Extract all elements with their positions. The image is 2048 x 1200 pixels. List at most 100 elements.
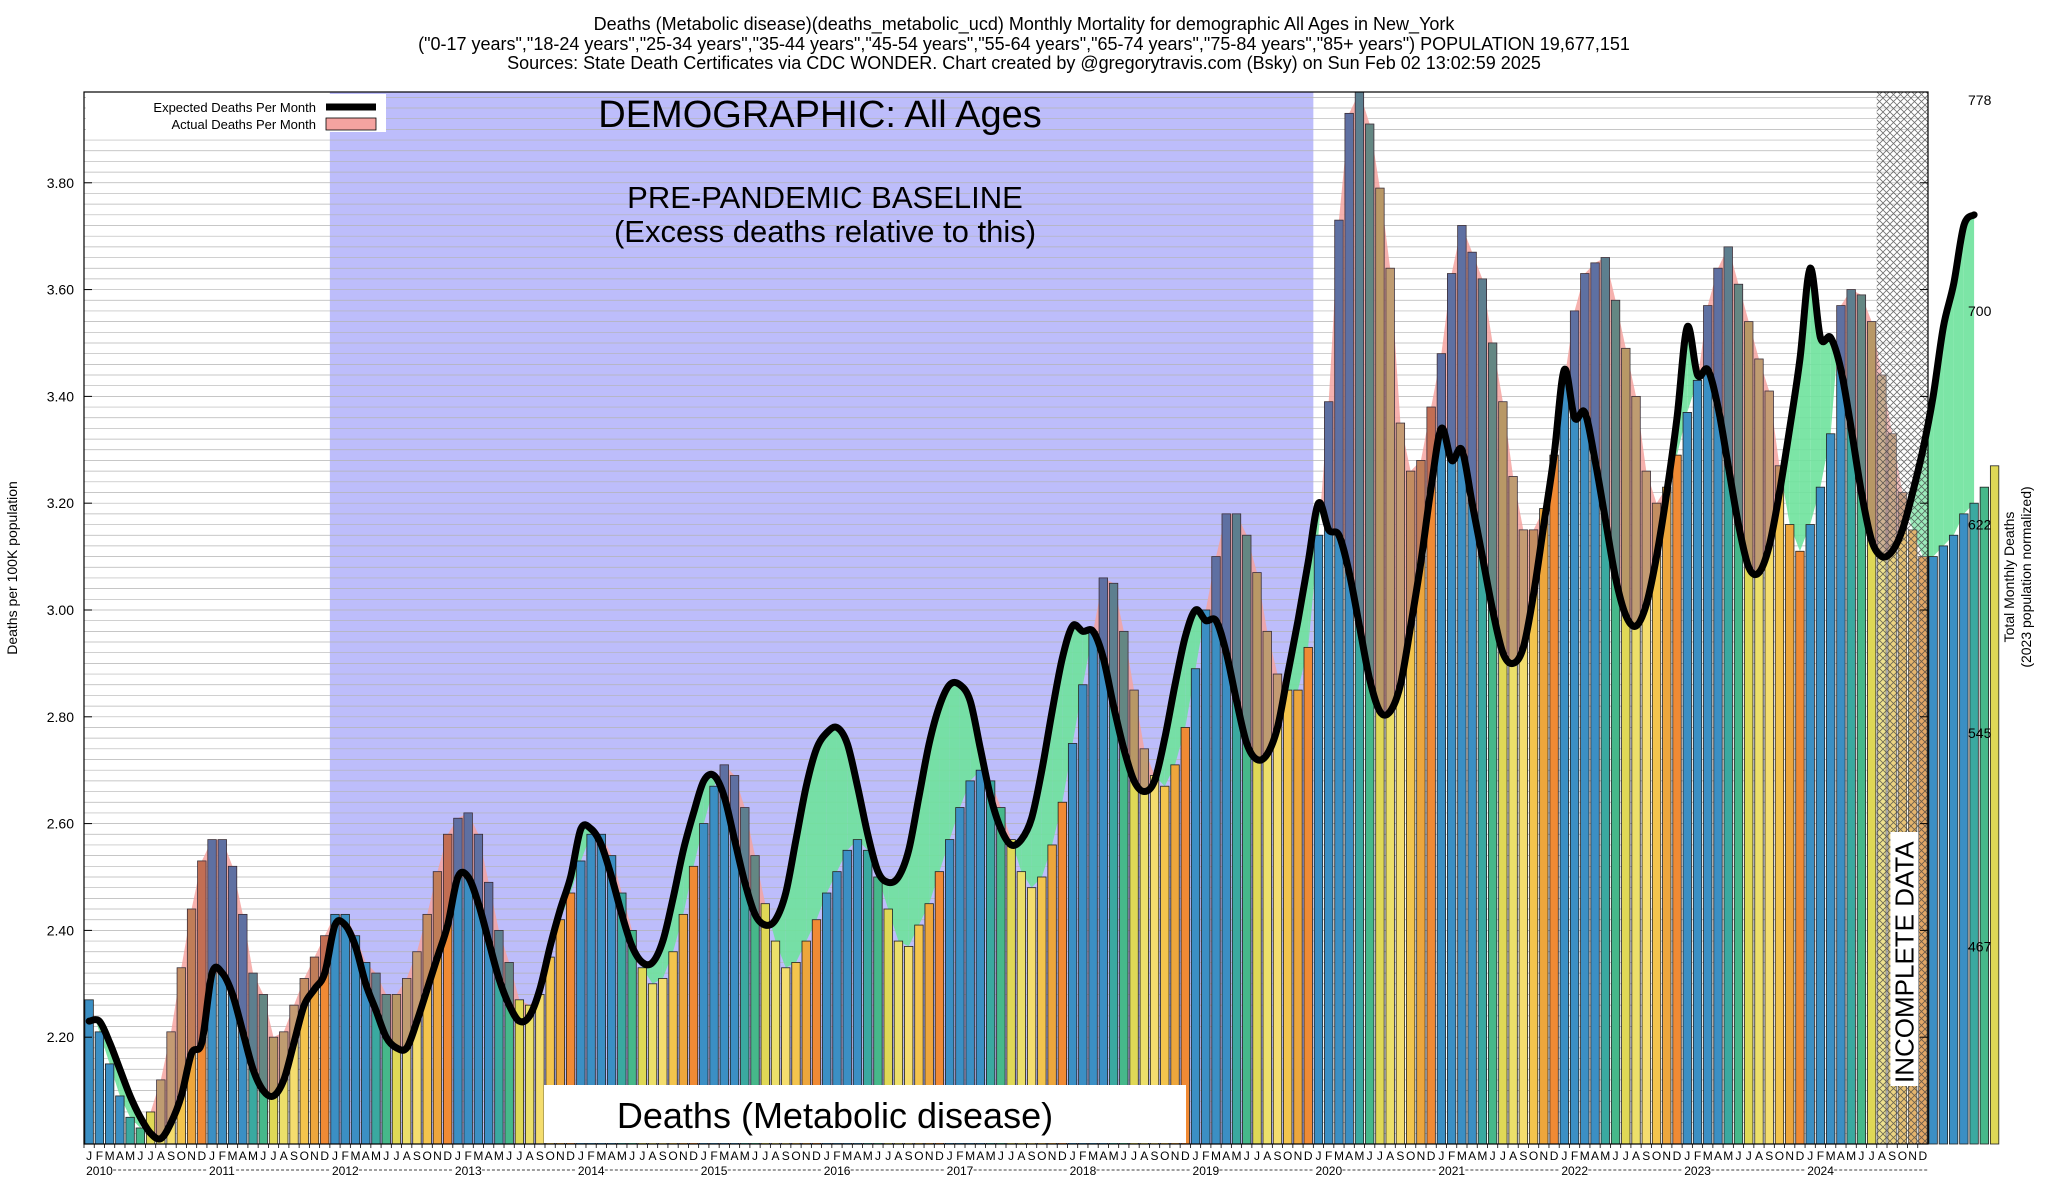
bar-excess-shade — [1119, 631, 1129, 749]
deficit-segment — [1943, 284, 1954, 546]
x-month-label: D — [1427, 1149, 1436, 1163]
bar-excess-shade — [1273, 674, 1282, 728]
y-tick-label: 3.20 — [47, 495, 74, 511]
bar-excess-shade — [1385, 268, 1395, 712]
x-month-label: F — [1571, 1149, 1578, 1163]
x-year-label: 2011 — [209, 1164, 235, 1178]
bar-excess-shade — [433, 871, 442, 958]
bar-excess-shade — [371, 973, 381, 1011]
bar-excess-shade — [1631, 396, 1641, 627]
x-month-label: A — [649, 1149, 657, 1163]
x-month-label: O — [545, 1149, 554, 1163]
x-month-label: M — [1457, 1149, 1467, 1163]
x-year-label: 2012 — [332, 1164, 359, 1178]
bar-185 — [1979, 486, 1989, 1145]
x-month-label: A — [853, 1149, 861, 1163]
bar-103 — [1139, 748, 1149, 1145]
x-month-label: J — [209, 1149, 215, 1163]
x-month-label: A — [1468, 1149, 1476, 1163]
bar-excess-shade — [412, 951, 422, 1022]
x-year-label: 2013 — [455, 1164, 482, 1178]
incomplete-hatch — [1876, 92, 1928, 1144]
bar-excess-shade — [381, 994, 391, 1038]
x-month-label: J — [1254, 1149, 1260, 1163]
bar-excess-shade — [1529, 529, 1538, 594]
x-month-label: F — [1079, 1149, 1086, 1163]
bar-excess-shade — [443, 834, 452, 926]
bar-167 — [1795, 550, 1805, 1145]
x-month-label: J — [271, 1149, 277, 1163]
x-month-label: D — [566, 1149, 575, 1163]
x-month-label: A — [1140, 1149, 1148, 1163]
bar-142 — [1539, 508, 1549, 1145]
bar-excess-shade — [494, 930, 504, 979]
x-month-label: J — [1735, 1149, 1741, 1163]
x-year-label: 2015 — [701, 1164, 728, 1178]
bar-excess-shade — [1857, 294, 1866, 493]
annotations: Expected Deaths Per Month Actual Deaths P… — [86, 94, 1919, 1143]
x-year-label: 2016 — [824, 1164, 851, 1178]
bar-excess-shade — [300, 978, 309, 1006]
x-month-label: D — [812, 1149, 821, 1163]
x-month-label: J — [1070, 1149, 1076, 1163]
bar-excess-shade — [1734, 284, 1743, 525]
x-month-label: S — [1396, 1149, 1404, 1163]
bar-117 — [1283, 689, 1293, 1145]
bar-excess-shade — [1611, 300, 1620, 578]
x-month-label: N — [925, 1149, 934, 1163]
legend-label: Expected Deaths Per Month — [153, 100, 316, 115]
incomplete-label-box — [1890, 832, 1919, 1086]
bar-excess-shade — [1334, 220, 1344, 536]
deficit-segment — [1789, 359, 1800, 552]
bar-98 — [1088, 630, 1098, 1145]
bar-excess-shade — [269, 1037, 278, 1096]
bar-97 — [1078, 684, 1088, 1145]
x-month-label: J — [639, 1149, 645, 1163]
x-month-label: A — [1878, 1149, 1886, 1163]
bar-119 — [1303, 646, 1313, 1145]
bar-excess-shade — [1426, 407, 1436, 488]
x-month-label: N — [187, 1149, 196, 1163]
bar-4 — [125, 1116, 135, 1145]
deficit-segment — [1820, 337, 1831, 488]
bar-excess-shade — [1252, 572, 1262, 760]
x-month-label: A — [1345, 1149, 1353, 1163]
bar-excess-shade — [453, 818, 463, 877]
bar-153 — [1651, 502, 1662, 1145]
bar-excess-shade — [1129, 690, 1139, 781]
x-month-label: J — [762, 1149, 768, 1163]
x-month-label: M — [494, 1149, 504, 1163]
x-month-label: J — [824, 1149, 830, 1163]
x-month-label: S — [1642, 1149, 1650, 1163]
x-month-label: F — [1325, 1149, 1332, 1163]
x-month-label: J — [393, 1149, 399, 1163]
x-month-label: S — [536, 1149, 544, 1163]
x-month-label: J — [1623, 1149, 1629, 1163]
x-month-label: D — [935, 1149, 944, 1163]
x-month-label: J — [1367, 1149, 1373, 1163]
x-month-label: F — [1202, 1149, 1209, 1163]
bar-182 — [1948, 534, 1959, 1145]
x-month-label: N — [1417, 1149, 1426, 1163]
bar-excess-shade — [1365, 124, 1374, 680]
bar-excess-shade — [1416, 460, 1426, 562]
bar-excess-shade — [392, 994, 401, 1048]
demographic-label: DEMOGRAPHIC: All Ages — [598, 94, 1041, 136]
bar-excess-shade — [402, 978, 411, 1048]
x-month-label: D — [1673, 1149, 1682, 1163]
deficit-segment — [929, 706, 940, 904]
x-month-label: N — [310, 1149, 319, 1163]
y2-tick-label: 545 — [1968, 725, 1992, 741]
axes: 2.20 2.40 2.60 2.80 3.00 3.20 3.40 3.60 3.80 467 5… — [47, 91, 1992, 1178]
x-month-label: F — [96, 1149, 103, 1163]
bar-145 — [1569, 310, 1580, 1145]
bar-118 — [1293, 689, 1303, 1145]
x-month-label: O — [914, 1149, 923, 1163]
x-month-label: F — [342, 1149, 349, 1163]
bar-excess-shade — [1140, 748, 1149, 792]
legend-swatch-actual — [325, 117, 377, 131]
bar-158 — [1703, 305, 1713, 1145]
bar-excess-shade — [1375, 188, 1385, 712]
x-month-label: N — [1908, 1149, 1917, 1163]
